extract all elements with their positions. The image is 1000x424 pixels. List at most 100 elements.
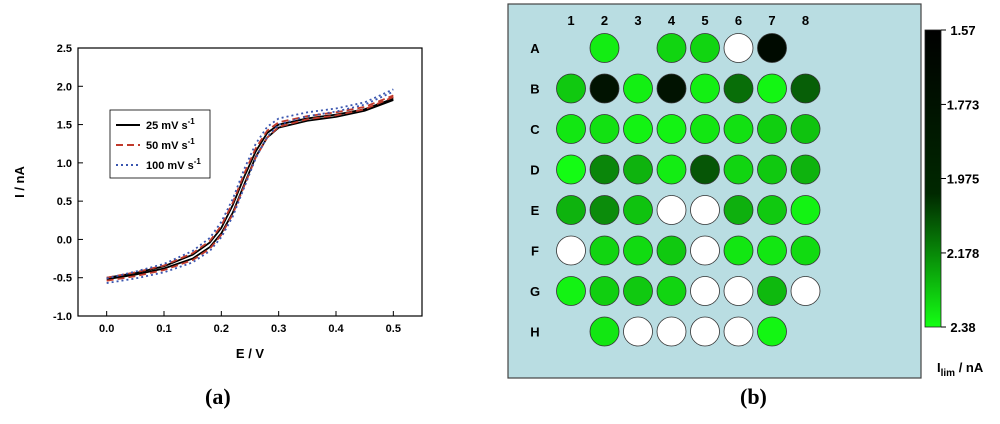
x-axis-label: E / V <box>236 346 265 361</box>
well-cell <box>757 195 787 225</box>
well-cell <box>656 195 687 225</box>
column-label: 4 <box>668 13 676 28</box>
column-label: 2 <box>601 13 608 28</box>
well-cell <box>723 154 754 185</box>
well-cell <box>723 195 754 225</box>
well-cell <box>790 114 821 144</box>
well-cell <box>690 154 720 185</box>
colorbar-label-main: I <box>937 360 941 375</box>
legend-label: 25 mV s-1 <box>146 117 195 132</box>
row-label: E <box>531 203 540 218</box>
well-cell <box>790 154 821 185</box>
well-cell <box>656 316 687 347</box>
well-cell <box>656 235 687 266</box>
well-cell <box>589 276 620 306</box>
column-label: 5 <box>701 13 708 28</box>
well-cell <box>690 33 720 63</box>
y-axis-label: I / nA <box>12 166 27 198</box>
x-tick-label: 0.2 <box>214 323 229 335</box>
y-tick-label: -1.0 <box>53 311 72 323</box>
colorbar-tick-label: 1.57 <box>950 23 975 38</box>
well-cell <box>690 235 720 266</box>
well-cell <box>790 195 821 225</box>
well-cell <box>589 73 620 104</box>
well-cell <box>589 195 620 225</box>
y-tick-label: 2.5 <box>57 43 72 55</box>
well-cell <box>623 276 653 306</box>
colorbar-label-subscript: lim <box>941 368 956 379</box>
x-tick-label: 0.0 <box>99 323 114 335</box>
well-cell <box>623 316 653 347</box>
x-tick-label: 0.1 <box>156 323 171 335</box>
well-cell <box>723 316 754 347</box>
well-cell <box>589 154 620 185</box>
well-cell <box>656 73 687 104</box>
row-label: H <box>530 325 539 340</box>
column-label: 8 <box>802 13 809 28</box>
colorbar-tick-label: 2.178 <box>947 246 980 261</box>
legend-label-text: 50 mV s <box>146 140 188 152</box>
well-cell <box>623 154 653 185</box>
well-cell <box>790 235 821 266</box>
legend-label: 100 mV s-1 <box>146 157 201 172</box>
y-tick-label: 0.0 <box>57 234 72 246</box>
well-cell <box>556 114 586 144</box>
well-cell <box>589 33 620 63</box>
plate-background <box>507 3 922 379</box>
legend-label: 50 mV s-1 <box>146 137 195 152</box>
well-cell <box>757 114 787 144</box>
colorbar <box>924 29 942 328</box>
x-tick-label: 0.4 <box>328 323 344 335</box>
heatmap-chart: 1 2 3 4 5 6 7 8 A B C D E F G H 1.57 1.773 1.975 2.178 2.38 I… <box>507 3 984 379</box>
row-label: B <box>530 82 539 97</box>
panel-a-caption: (a) <box>205 384 231 409</box>
well-cell <box>589 235 620 266</box>
series-line-reverse <box>106 94 394 279</box>
x-tick-label: 0.3 <box>271 323 286 335</box>
legend-label-text: 25 mV s <box>146 120 188 132</box>
well-cell <box>690 316 720 347</box>
legend-label-superscript: -1 <box>194 157 202 166</box>
heatmap-panel: 1 2 3 4 5 6 7 8 A B C D E F G H 1.57 1.773 1.975 2.178 2.38 I… <box>500 0 1000 419</box>
well-cell <box>623 73 653 104</box>
legend-box <box>109 109 211 179</box>
well-cell <box>656 33 687 63</box>
well-cell <box>690 195 720 225</box>
y-tick-label: 2.0 <box>57 81 72 93</box>
colorbar-tick-label: 2.38 <box>950 320 975 335</box>
row-label: D <box>530 163 539 178</box>
well-cell <box>690 114 720 144</box>
panel-b-caption: (b) <box>740 384 767 409</box>
well-cell <box>556 73 586 104</box>
well-cell <box>723 276 754 306</box>
line-chart: 0.0 0.1 0.2 0.3 0.4 0.5 -1.0 -0.5 0.0 0.5 1.0 1.5 2.… <box>12 43 423 361</box>
y-tick-label: 0.5 <box>57 196 72 208</box>
well-cell <box>623 114 653 144</box>
plot-frame <box>77 47 423 317</box>
y-tick-label: -0.5 <box>53 273 72 285</box>
well-cell <box>556 195 586 225</box>
colorbar-label-unit: / nA <box>955 360 984 375</box>
line-chart-panel: 0.0 0.1 0.2 0.3 0.4 0.5 -1.0 -0.5 0.0 0.5 1.0 1.5 2.… <box>0 0 490 419</box>
colorbar-tick-label: 1.773 <box>947 97 980 112</box>
row-label: F <box>531 244 539 259</box>
y-tick-label: 1.0 <box>57 158 72 170</box>
well-cell <box>757 235 787 266</box>
well-cell <box>556 276 586 306</box>
column-label: 7 <box>768 13 775 28</box>
colorbar-label: Ilim / nA <box>937 360 984 379</box>
legend-label-text: 100 mV s <box>146 160 194 172</box>
well-cell <box>556 154 586 185</box>
well-cell <box>656 154 687 185</box>
column-label: 3 <box>634 13 641 28</box>
well-cell <box>757 154 787 185</box>
well-cell <box>757 316 787 347</box>
well-cell <box>757 276 787 306</box>
well-cell <box>623 235 653 266</box>
row-label: G <box>530 284 540 299</box>
well-cell <box>623 195 653 225</box>
well-cell <box>757 33 787 63</box>
well-cell <box>690 276 720 306</box>
well-cell <box>589 114 620 144</box>
well-cell <box>723 73 754 104</box>
